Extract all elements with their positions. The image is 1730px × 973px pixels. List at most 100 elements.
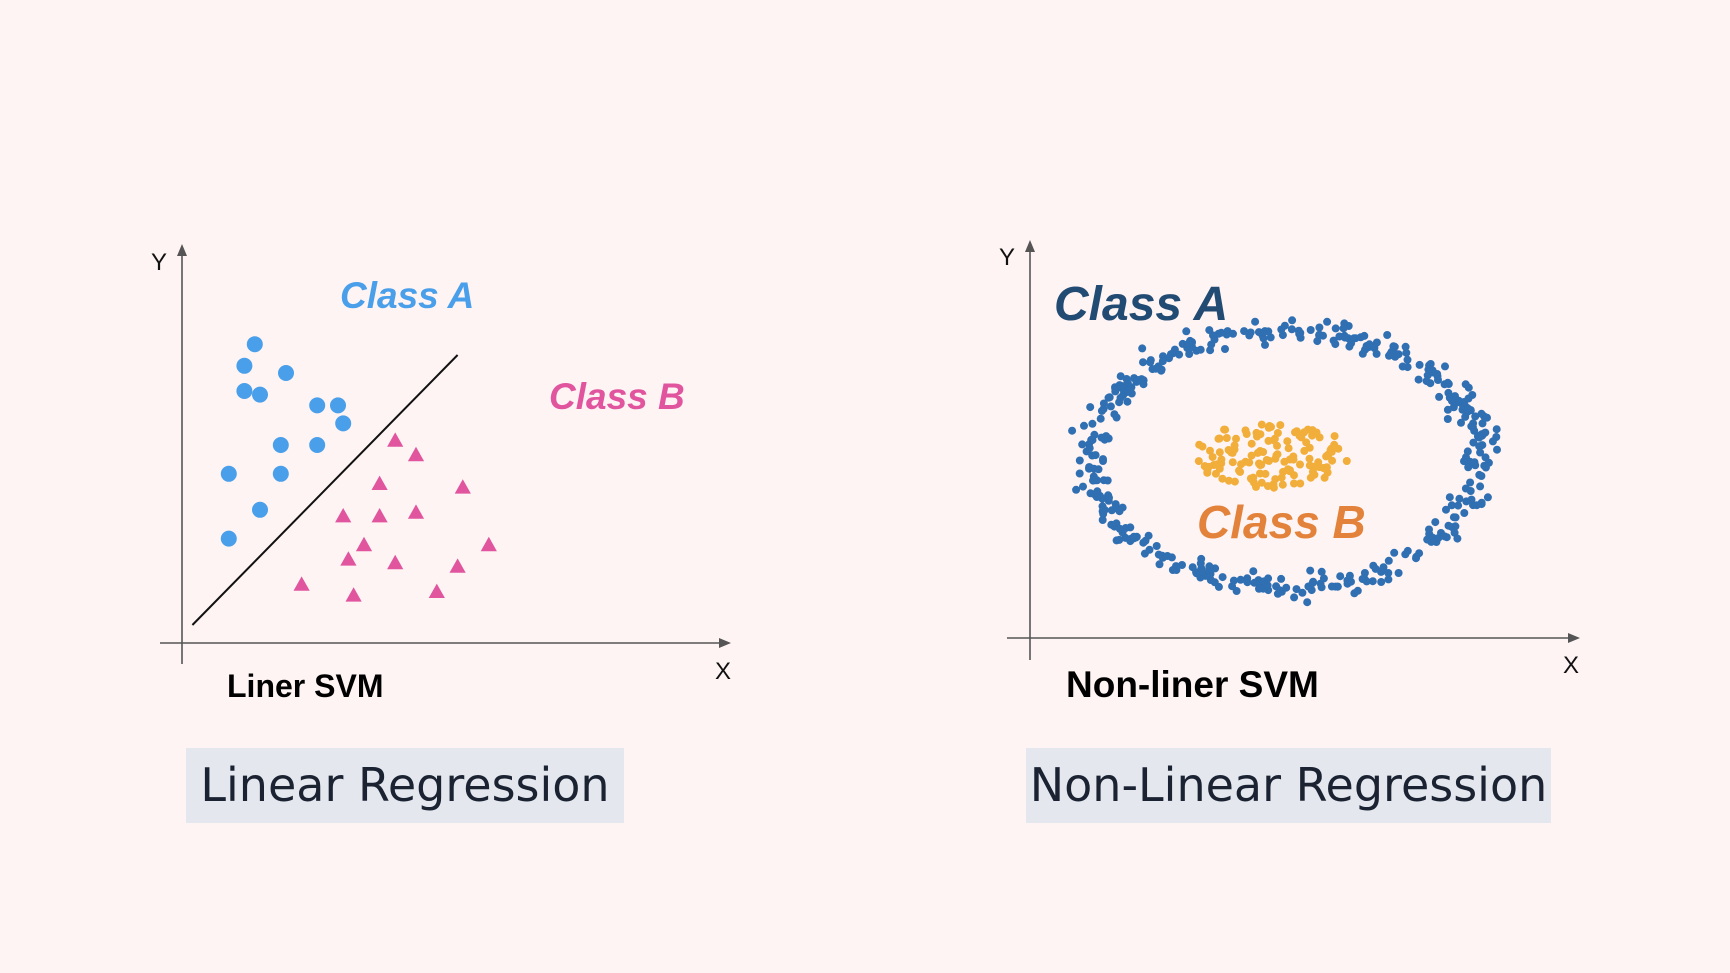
class-a-ring-point <box>1141 536 1150 545</box>
class-a-point <box>252 386 268 403</box>
class-b-cluster-point <box>1323 468 1332 477</box>
class-a-point <box>246 336 263 353</box>
class-a-ring-point <box>1116 372 1125 381</box>
class-a-point <box>309 397 326 414</box>
non-linear-regression-caption: Non-Linear Regression <box>1026 748 1551 823</box>
class-a-ring-point <box>1243 578 1252 587</box>
class-a-ring-point <box>1090 490 1099 499</box>
class-a-ring-point <box>1454 501 1463 510</box>
class-a-ring-point <box>1204 572 1213 580</box>
class-b-cluster-point <box>1247 451 1256 460</box>
class-a-ring-point <box>1085 463 1094 472</box>
class-a-ring-point <box>1290 593 1299 602</box>
class-a-ring-point <box>1078 440 1087 449</box>
class-a-point <box>330 397 346 414</box>
class-a-ring-point <box>1124 386 1133 395</box>
class-a-ring-point <box>1306 326 1315 334</box>
class-b-cluster-point <box>1278 480 1287 489</box>
class-a-ring-point <box>1088 419 1097 428</box>
class-a-ring-point <box>1116 393 1125 402</box>
class-a-ring-point <box>1072 485 1081 494</box>
class-b-point <box>345 587 362 602</box>
class-b-cluster-point <box>1314 458 1323 467</box>
class-a-ring-point <box>1185 350 1194 358</box>
class-a-ring-point <box>1475 442 1484 451</box>
class-a-ring-point <box>1469 438 1478 447</box>
class-a-ring-point <box>1151 364 1160 373</box>
class-a-ring-point <box>1394 569 1403 577</box>
class-a-ring-point <box>1390 548 1399 557</box>
class-b-cluster-point <box>1305 454 1314 463</box>
class-b-cluster-point <box>1279 467 1287 476</box>
class-a-ring-point <box>1261 340 1269 349</box>
class-a-ring-point <box>1353 586 1362 595</box>
class-a-ring-point <box>1315 330 1324 339</box>
class-a-ring-point <box>1085 444 1094 453</box>
class-a-ring-point <box>1372 349 1381 358</box>
class-a-ring-point <box>1184 339 1193 348</box>
class-a-ring-point <box>1464 394 1473 403</box>
class-b-point <box>293 576 310 591</box>
class-a-point <box>272 465 289 482</box>
class-a-ring-point <box>1273 589 1282 598</box>
class-b-cluster-point <box>1248 475 1256 484</box>
class-a-ring-point <box>1315 323 1324 332</box>
class-a-point <box>220 465 237 482</box>
class-a-ring-point <box>1492 425 1501 434</box>
left-plot-label: Liner SVM <box>227 668 383 704</box>
class-b-cluster-point <box>1334 444 1343 453</box>
class-b-cluster-point <box>1232 434 1240 443</box>
class-a-ring-point <box>1470 458 1479 467</box>
class-a-ring-point <box>1146 358 1155 367</box>
class-a-ring-point <box>1175 350 1184 359</box>
class-a-ring-point <box>1360 569 1369 577</box>
class-a-ring-point <box>1493 445 1501 454</box>
class-a-point <box>220 530 237 547</box>
class-b-cluster-point <box>1230 477 1239 486</box>
class-a-ring-point <box>1444 521 1453 530</box>
class-a-ring-point <box>1431 518 1440 527</box>
linear-regression-caption: Linear Regression <box>186 748 624 823</box>
class-a-ring-point <box>1468 423 1477 432</box>
class-a-ring-point <box>1365 340 1374 349</box>
decision-boundary-line <box>191 354 459 626</box>
class-a-ring-point <box>1209 331 1217 340</box>
right-x-axis-label: X <box>1563 652 1579 679</box>
class-a-ring-point <box>1103 476 1112 485</box>
class-b-cluster-point <box>1286 466 1294 475</box>
right-class-b-cluster-points <box>1194 420 1351 492</box>
class-b-cluster-point <box>1222 434 1231 442</box>
class-a-ring-point <box>1347 339 1356 348</box>
class-a-ring-point <box>1182 327 1191 336</box>
class-a-ring-point <box>1323 317 1332 326</box>
class-a-ring-point <box>1110 410 1119 419</box>
class-b-point <box>340 551 357 566</box>
class-a-ring-point <box>1360 331 1369 340</box>
class-a-ring-point <box>1303 598 1312 607</box>
class-a-ring-point <box>1461 484 1470 493</box>
class-b-cluster-point <box>1296 460 1304 469</box>
class-a-ring-point <box>1449 403 1458 412</box>
left-x-axis-label: X <box>715 658 731 685</box>
class-a-ring-point <box>1264 574 1273 583</box>
right-plot-label: Non-liner SVM <box>1066 664 1319 705</box>
class-a-ring-point <box>1152 542 1161 550</box>
class-a-ring-point <box>1245 331 1254 340</box>
class-a-ring-point <box>1441 362 1449 371</box>
class-b-cluster-point <box>1218 474 1227 483</box>
class-a-ring-point <box>1463 405 1472 414</box>
class-a-ring-point <box>1467 495 1476 504</box>
class-b-point <box>371 475 388 490</box>
class-a-ring-point <box>1313 337 1322 346</box>
class-a-ring-point <box>1296 329 1305 337</box>
right-class-a-label: Class A <box>1054 278 1228 331</box>
class-a-point <box>335 415 352 432</box>
class-a-ring-point <box>1379 563 1388 572</box>
class-a-point <box>252 501 268 518</box>
class-a-ring-point <box>1435 392 1444 401</box>
class-a-ring-point <box>1371 564 1380 573</box>
class-a-ring-point <box>1384 575 1393 584</box>
class-b-point <box>480 536 497 552</box>
class-a-ring-point <box>1442 505 1450 514</box>
class-b-cluster-point <box>1310 470 1319 479</box>
